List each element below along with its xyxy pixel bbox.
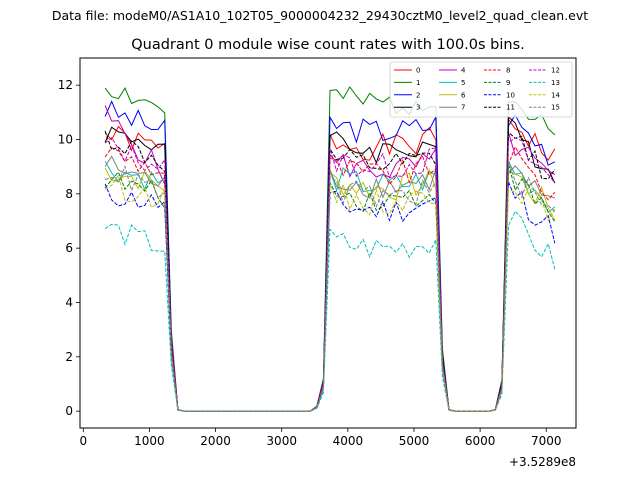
x-tick-label: 6000 (465, 434, 496, 448)
y-tick-label: 4 (65, 295, 73, 309)
legend-label-3: 3 (416, 104, 420, 112)
legend-label-11: 11 (506, 104, 515, 112)
y-tick-label: 2 (65, 350, 73, 364)
legend-label-12: 12 (551, 67, 560, 75)
x-tick-label: 5000 (399, 434, 430, 448)
legend-label-14: 14 (551, 91, 560, 99)
series-line-15 (104, 161, 556, 412)
x-tick-label: 0 (79, 434, 87, 448)
x-tick-label: 7000 (531, 434, 562, 448)
legend-frame (389, 61, 573, 118)
y-tick-label: 8 (65, 187, 73, 201)
legend-label-13: 13 (551, 79, 560, 87)
legend-label-10: 10 (506, 91, 515, 99)
y-tick-label: 10 (58, 132, 73, 146)
legend-label-5: 5 (461, 79, 465, 87)
series-line-13 (104, 210, 556, 412)
plot-area (79, 57, 577, 429)
x-tick-label: 2000 (200, 434, 231, 448)
legend-label-9: 9 (506, 79, 510, 87)
x-tick-label: 4000 (333, 434, 364, 448)
legend-label-15: 15 (551, 104, 560, 112)
y-tick-label: 0 (65, 404, 73, 418)
x-tick-label: 1000 (134, 434, 165, 448)
axes-frame (79, 57, 577, 429)
x-tick-label: 3000 (266, 434, 297, 448)
legend-label-2: 2 (416, 91, 420, 99)
y-tick-label: 6 (65, 241, 73, 255)
legend-label-0: 0 (416, 67, 420, 75)
legend-label-7: 7 (461, 104, 465, 112)
y-tick-label: 12 (58, 78, 73, 92)
series-line-1 (104, 86, 556, 412)
chart-title: Quadrant 0 module wise count rates with … (131, 37, 525, 53)
x-offset-label: +3.5289e8 (509, 455, 576, 469)
series-line-12 (104, 137, 556, 412)
legend-label-1: 1 (416, 79, 420, 87)
suptitle: Data file: modeM0/AS1A10_102T05_90000042… (52, 8, 588, 23)
series-line-8 (104, 145, 556, 412)
legend-label-8: 8 (506, 67, 510, 75)
legend-label-4: 4 (461, 67, 466, 75)
series-lines (104, 86, 556, 412)
legend-label-6: 6 (461, 91, 466, 99)
